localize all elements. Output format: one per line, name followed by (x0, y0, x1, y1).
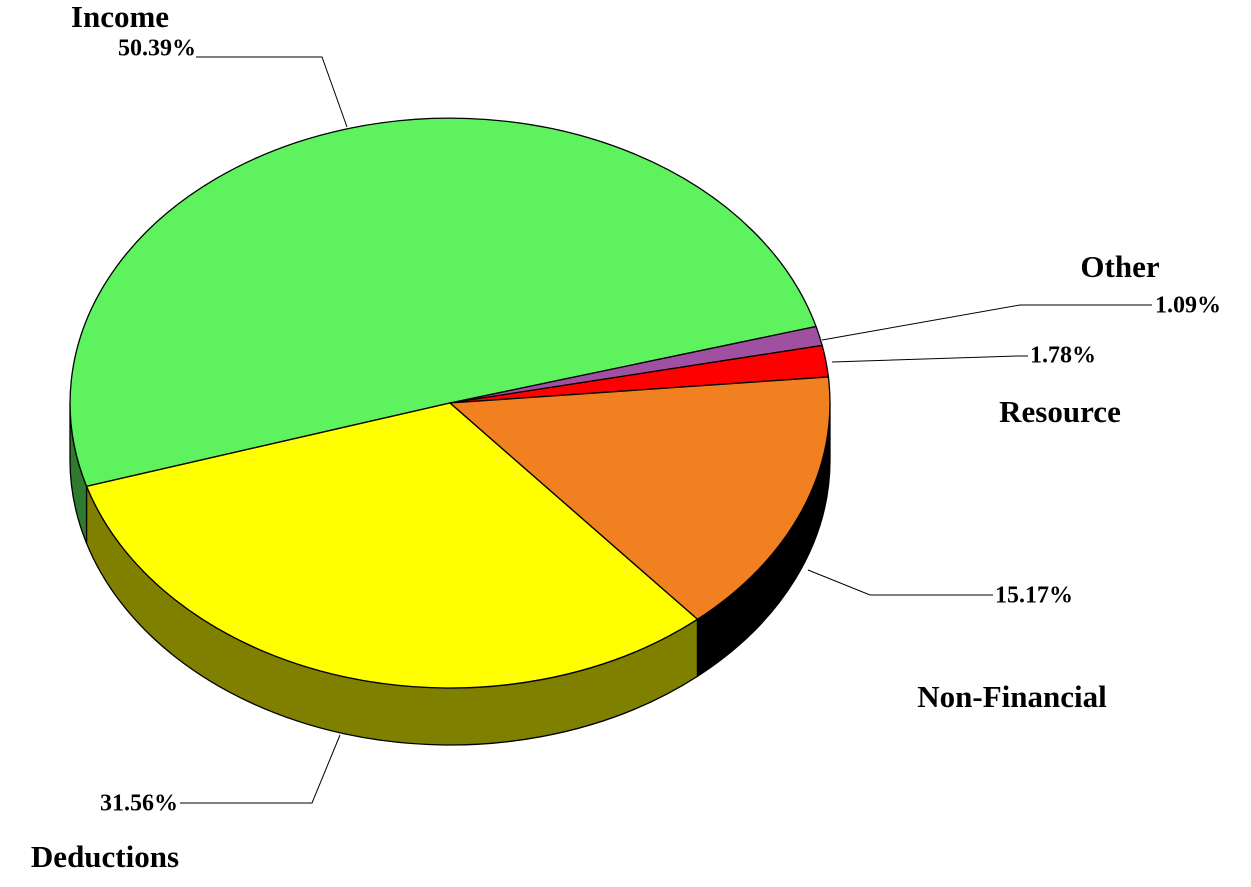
leader-line (196, 56, 348, 128)
value-label: 50.39% (118, 36, 196, 62)
category-label: Income (71, 0, 169, 34)
pie-slice (69, 117, 817, 488)
category-label: Resource (999, 394, 1121, 429)
category-label: Non-Financial (917, 679, 1107, 714)
leader-line (180, 734, 341, 804)
pie-slice (448, 376, 831, 621)
leader-line (831, 355, 1028, 363)
value-label: 1.78% (1030, 343, 1096, 369)
leader-line (821, 304, 1152, 341)
value-label: 31.56% (100, 791, 178, 817)
value-label: 15.17% (995, 583, 1073, 609)
pie-slice (85, 402, 699, 689)
category-label: Other (1080, 249, 1159, 284)
category-label: Deductions (31, 839, 179, 874)
value-label: 1.09% (1155, 293, 1221, 319)
leader-line (807, 569, 993, 596)
